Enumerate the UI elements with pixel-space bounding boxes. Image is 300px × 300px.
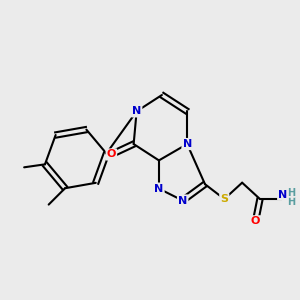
- Text: N: N: [182, 139, 192, 149]
- Text: H: H: [287, 188, 295, 197]
- Text: H: H: [287, 197, 295, 207]
- Text: O: O: [107, 149, 116, 160]
- Text: N: N: [154, 184, 164, 194]
- Text: N: N: [132, 106, 141, 116]
- Text: O: O: [251, 216, 260, 226]
- Text: N: N: [278, 190, 287, 200]
- Text: N: N: [178, 196, 187, 206]
- Text: S: S: [220, 194, 228, 204]
